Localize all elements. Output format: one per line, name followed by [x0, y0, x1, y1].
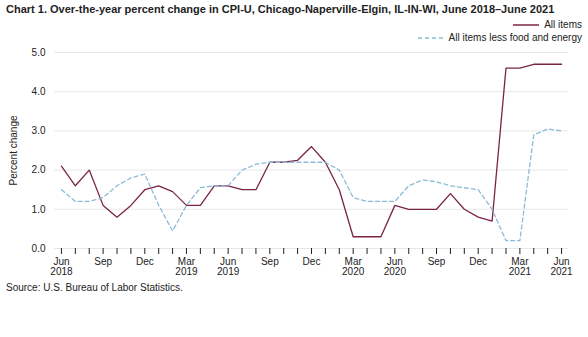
- svg-text:Percent change: Percent change: [8, 115, 19, 185]
- html-text:All items: All items: [544, 19, 582, 30]
- svg-text:3.0: 3.0: [32, 125, 46, 136]
- svg-text:Sep: Sep: [428, 256, 446, 267]
- svg-text:Dec: Dec: [136, 256, 154, 267]
- svg-text:4.0: 4.0: [32, 86, 46, 97]
- svg-text:Mar2020: Mar2020: [342, 256, 365, 277]
- html-text:All items less food and energy: All items less food and energy: [448, 32, 582, 43]
- svg-text:0.0: 0.0: [32, 243, 46, 254]
- svg-text:Mar2019: Mar2019: [175, 256, 198, 277]
- svg-text:Jun2020: Jun2020: [384, 256, 407, 277]
- html-text:Chart 1. Over-the-year percent: Chart 1. Over-the-year percent change in…: [6, 3, 555, 15]
- svg-text:2.0: 2.0: [32, 164, 46, 175]
- svg-text:Jun2018: Jun2018: [50, 256, 73, 277]
- svg-text:5.0: 5.0: [32, 47, 46, 58]
- svg-text:Sep: Sep: [261, 256, 279, 267]
- svg-text:1.0: 1.0: [32, 204, 46, 215]
- svg-text:Mar2021: Mar2021: [509, 256, 532, 277]
- svg-text:Jun2021: Jun2021: [550, 256, 573, 277]
- svg-text:Sep: Sep: [94, 256, 112, 267]
- svg-text:Jun2019: Jun2019: [217, 256, 240, 277]
- html-text:Source: U.S. Bureau of Labor S: Source: U.S. Bureau of Labor Statistics.: [6, 282, 183, 293]
- svg-text:Dec: Dec: [303, 256, 321, 267]
- svg-text:Dec: Dec: [469, 256, 487, 267]
